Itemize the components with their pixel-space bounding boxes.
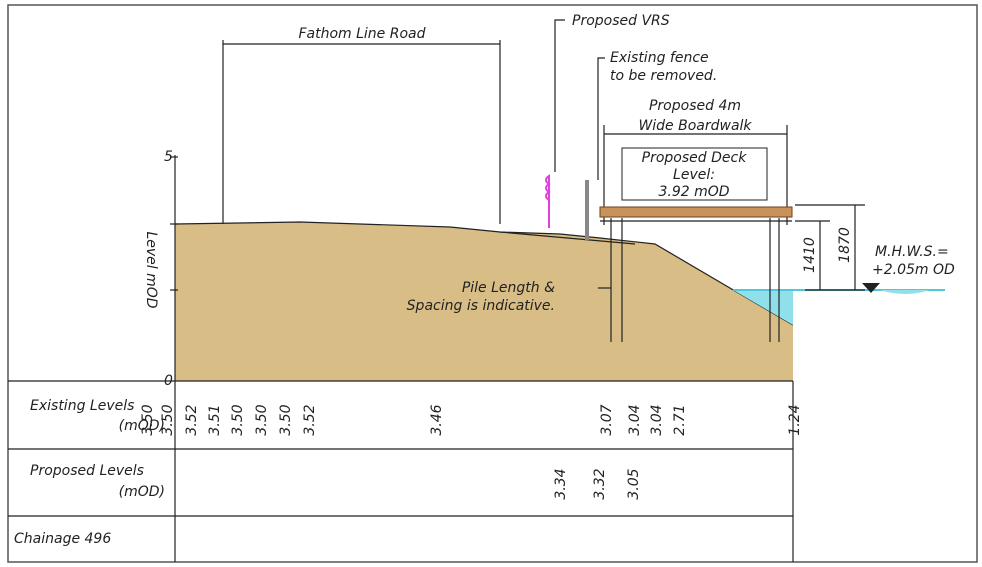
deck-label: 3.92 mOD: [658, 184, 729, 200]
level-value: 3.52: [184, 404, 200, 435]
mhws-label: M.H.W.S.=: [875, 244, 949, 260]
level-value: 2.71: [672, 404, 688, 435]
level-value: 3.32: [592, 468, 608, 499]
deck-label: Proposed Deck: [642, 150, 748, 166]
pile-note: Spacing is indicative.: [407, 298, 555, 314]
level-value: 3.51: [207, 404, 223, 435]
fence-label: Existing fence: [610, 50, 709, 66]
level-value: 3.50: [278, 404, 294, 435]
dim-label: 1410: [802, 237, 818, 273]
level-value: 3.07: [599, 404, 615, 435]
existing-line: [499, 231, 636, 245]
vrs-label: Proposed VRS: [572, 13, 670, 29]
level-value: 3.50: [230, 404, 246, 435]
level-value: 3.52: [302, 404, 318, 435]
axis-label: Level mOD: [143, 231, 159, 308]
row-label: (mOD): [119, 418, 165, 434]
level-value: 3.04: [627, 404, 643, 435]
leader: [597, 57, 605, 180]
level-value: 3.50: [140, 404, 156, 435]
level-value: 3.34: [553, 468, 569, 499]
level-values: 3.50 3.50 3.52 3.51 3.50 3.50 3.50 3.52 3.46 3.07…: [140, 404, 803, 499]
level-value: 3.50: [160, 404, 176, 435]
boardwalk-label: Wide Boardwalk: [638, 118, 752, 134]
boardwalk-label: Proposed 4m: [649, 98, 741, 114]
water: [733, 290, 793, 325]
row-label: Proposed Levels: [30, 463, 144, 479]
deck-box: [621, 147, 768, 201]
water-wave: [880, 290, 930, 294]
level-value: 1.24: [787, 404, 803, 435]
ground: [175, 222, 793, 381]
fence: [585, 180, 589, 240]
row-label: Existing Levels: [30, 398, 134, 414]
ground-line: [174, 221, 794, 326]
fence-label: to be removed.: [610, 68, 717, 84]
level-value: 3.46: [429, 404, 445, 435]
road-label: Fathom Line Road: [298, 26, 425, 42]
pile-note: Pile Length &: [462, 280, 555, 296]
mhws-label: +2.05m OD: [872, 262, 955, 278]
deck: [599, 206, 793, 218]
vrs: [545, 174, 551, 228]
level-value: 3.50: [254, 404, 270, 435]
row-label: Chainage 496: [14, 531, 111, 547]
level-value: 3.04: [649, 404, 665, 435]
axis-tick: 5: [164, 149, 173, 165]
leader: [554, 19, 565, 172]
row-label: (mOD): [119, 484, 165, 500]
mhws-marker: [862, 283, 880, 293]
dim-label: 1870: [837, 227, 853, 263]
level-value: 3.05: [626, 468, 642, 499]
deck-label: Level:: [673, 167, 715, 183]
